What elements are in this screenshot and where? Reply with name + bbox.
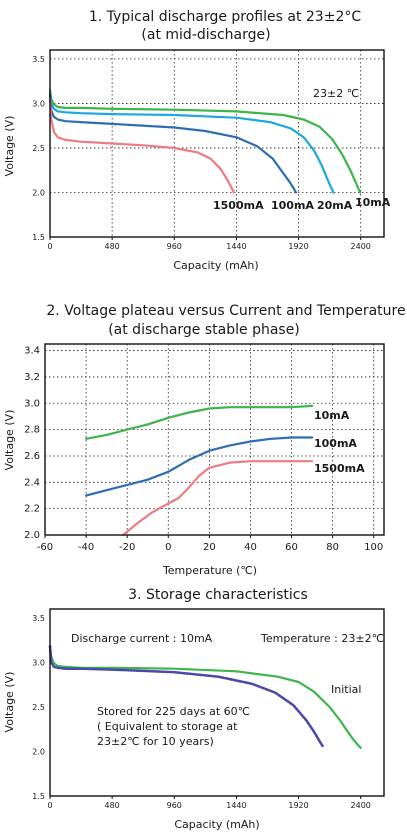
series-line-100ma [84,436,314,497]
chart-1-title: 1. Typical discharge profiles at 23±2°C [89,9,361,25]
chart-3-discharge-annotation: Discharge current : 10mA [71,632,213,645]
series-line-20ma [48,91,335,194]
x-tick-label: 40 [244,542,257,553]
x-tick-label: 60 [285,542,298,553]
x-tick-label: 1920 [288,242,308,251]
chart-3-stored-line-1: Stored for 225 days at 60℃ [97,705,250,718]
chart-1-label-1500mA: 1500mA [213,199,264,212]
x-tick-label: 0 [47,242,52,251]
chart-2-label-100mA: 100mA [314,437,357,450]
chart-3-ylabel: Voltage (V) [3,672,16,733]
chart-1-ylabel: Voltage (V) [3,116,16,177]
y-tick-label: 2.0 [24,530,40,541]
y-tick-label: 3.0 [24,398,40,409]
y-tick-label: 1.5 [32,233,45,242]
chart-2-grid [45,344,384,535]
chart-1-subtitle: (at mid-discharge) [141,27,270,43]
chart-1-plot-frame [49,49,385,238]
x-tick-label: -40 [78,542,94,553]
x-tick-label: 100 [364,542,383,553]
series-line-10ma [84,404,314,440]
chart-1-label-20mA: 20mA [317,199,353,212]
y-tick-label: 2.5 [32,703,45,712]
x-tick-label: -60 [37,542,53,553]
chart-3-ticks: 0 480 960 1440 1920 2400 1.5 2.0 2.5 3.0 3.5 [32,614,371,810]
y-tick-label: 3.5 [32,614,45,623]
chart-1-ticks: 0 480 960 1440 1920 2400 1.5 2.0 2.5 3.0 3.5 [32,55,371,251]
x-tick-label: 0 [47,801,52,810]
chart-3-stored-line-3: 23±2℃ for 10 years) [97,735,214,748]
x-tick-label: 0 [165,542,171,553]
x-tick-label: 2400 [351,242,371,251]
chart-1-label-100mA: 100mA [271,199,314,212]
chart-2-plot-frame [44,343,385,536]
x-tick-label: 20 [203,542,216,553]
series-line-1500ma [48,97,235,194]
chart-2-title: 2. Voltage plateau versus Current and Te… [46,303,405,319]
chart-3-temperature-annotation: Temperature : 23±2℃ [260,632,384,645]
x-tick-label: -20 [119,542,135,553]
y-tick-label: 3.0 [32,99,45,108]
series-line-stored-for-225-days-at-60- [48,645,325,749]
y-tick-label: 2.6 [24,451,40,462]
y-tick-label: 3.5 [32,55,45,64]
series-line-100ma [48,93,298,194]
x-tick-label: 960 [167,801,182,810]
x-tick-label: 2400 [351,801,371,810]
y-tick-label: 1.5 [32,792,45,801]
chart-1-label-10mA: 10mA [355,196,391,209]
y-tick-label: 2.2 [24,504,40,515]
x-tick-label: 960 [167,242,182,251]
chart-2-ticks: -60 -40 -20 0 20 40 60 80 100 2.0 2.2 2.4 2.6 2.8 3.0 3… [24,346,383,553]
x-tick-label: 80 [326,542,339,553]
chart-3-series [48,645,362,750]
y-tick-label: 2.0 [32,747,45,756]
chart-1-xlabel: Capacity (mAh) [173,259,258,272]
chart-3-plot-frame [49,608,385,797]
y-tick-label: 2.0 [32,188,45,197]
y-tick-label: 3.2 [24,372,40,383]
y-tick-label: 2.5 [32,144,45,153]
y-tick-label: 3.0 [32,658,45,667]
chart-2-xlabel: Temperature (℃) [162,564,257,577]
chart-1: 1. Typical discharge profiles at 23±2°C … [3,9,391,272]
chart-2-label-10mA: 10mA [314,409,350,422]
chart-3-label-initial: Initial [331,683,361,696]
chart-3-stored-line-2: ( Equivalent to storage at [97,720,238,733]
y-tick-label: 2.8 [24,425,40,436]
chart-2: 2. Voltage plateau versus Current and Te… [3,303,406,577]
y-tick-label: 2.4 [24,477,40,488]
chart-1-series [48,88,362,194]
chart-3-title: 3. Storage characteristics [128,587,308,603]
chart-2-ylabel: Voltage (V) [3,410,16,471]
x-tick-label: 1440 [226,242,246,251]
series-line-initial [48,645,362,750]
chart-2-subtitle: (at discharge stable phase) [108,322,300,338]
x-tick-label: 1920 [288,801,308,810]
chart-2-label-1500mA: 1500mA [314,462,365,475]
chart-3: 3. Storage characteristics 0 480 960 1440 19… [3,587,385,831]
x-tick-label: 480 [104,242,119,251]
series-line-10ma [48,88,362,194]
chart-3-xlabel: Capacity (mAh) [174,818,259,831]
x-tick-label: 480 [104,801,119,810]
chart-1-temp-annotation: 23±2 ℃ [313,87,359,100]
chart-2-series [84,404,314,537]
series-line-1500ma [121,460,314,537]
y-tick-label: 3.4 [24,346,40,357]
x-tick-label: 1440 [226,801,246,810]
